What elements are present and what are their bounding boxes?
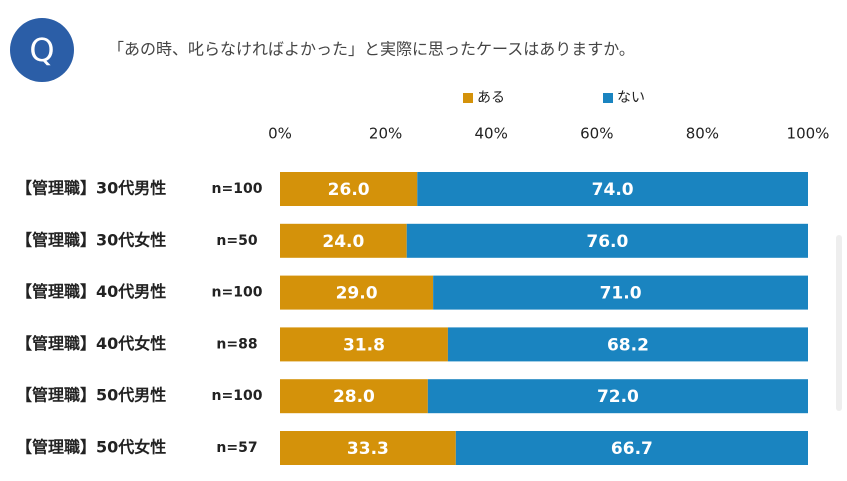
bar-segment bbox=[280, 275, 434, 310]
category-label: 【管理職】50代女性 bbox=[16, 438, 166, 457]
sample-size: n=57 bbox=[216, 440, 257, 456]
legend-label: ある bbox=[477, 90, 505, 106]
value-label: 24.0 bbox=[322, 232, 364, 252]
value-label: 31.8 bbox=[343, 335, 385, 355]
sample-size: n=100 bbox=[212, 285, 263, 301]
category-label: 【管理職】40代女性 bbox=[16, 334, 166, 353]
scrollbar bbox=[836, 235, 842, 411]
bar-segment bbox=[455, 431, 808, 465]
x-tick-label: 100% bbox=[787, 125, 830, 143]
x-tick-label: 20% bbox=[369, 125, 402, 143]
category-label: 【管理職】30代男性 bbox=[16, 179, 166, 198]
value-label: 74.0 bbox=[592, 180, 634, 200]
bar-segment bbox=[417, 172, 808, 206]
bar-segment bbox=[433, 275, 808, 310]
sample-size: n=100 bbox=[212, 181, 263, 197]
value-label: 76.0 bbox=[586, 232, 628, 252]
bar-segment bbox=[427, 379, 808, 414]
bar-segment bbox=[280, 379, 428, 414]
value-label: 66.7 bbox=[611, 439, 653, 459]
x-tick-label: 40% bbox=[475, 125, 508, 143]
badge-letter: Q bbox=[29, 31, 54, 69]
chart-title: 「あの時、叱らなければよかった」と実際に思ったケースはありますか。 bbox=[108, 40, 635, 59]
value-label: 72.0 bbox=[597, 387, 639, 407]
category-label: 【管理職】30代女性 bbox=[16, 230, 166, 249]
value-label: 33.3 bbox=[347, 439, 389, 459]
bar-segment bbox=[406, 223, 808, 258]
value-label: 29.0 bbox=[336, 284, 378, 304]
sample-size: n=50 bbox=[216, 233, 257, 249]
legend-swatch bbox=[603, 93, 613, 103]
bar-segment bbox=[280, 172, 418, 206]
value-label: 26.0 bbox=[328, 180, 370, 200]
value-label: 68.2 bbox=[607, 335, 649, 355]
legend-label: ない bbox=[617, 90, 645, 106]
bar-segment bbox=[280, 431, 456, 465]
x-tick-label: 80% bbox=[686, 125, 719, 143]
bar-segment bbox=[280, 223, 407, 258]
sample-size: n=88 bbox=[216, 336, 257, 352]
x-tick-label: 60% bbox=[580, 125, 613, 143]
bar-segment bbox=[447, 327, 808, 362]
value-label: 28.0 bbox=[333, 387, 375, 407]
value-label: 71.0 bbox=[600, 284, 642, 304]
sample-size: n=100 bbox=[212, 388, 263, 404]
legend-swatch bbox=[463, 93, 473, 103]
category-label: 【管理職】40代男性 bbox=[16, 282, 166, 301]
badge bbox=[10, 18, 74, 82]
x-tick-label: 0% bbox=[268, 125, 292, 143]
bar-segment bbox=[280, 327, 448, 362]
category-label: 【管理職】50代男性 bbox=[16, 386, 166, 405]
